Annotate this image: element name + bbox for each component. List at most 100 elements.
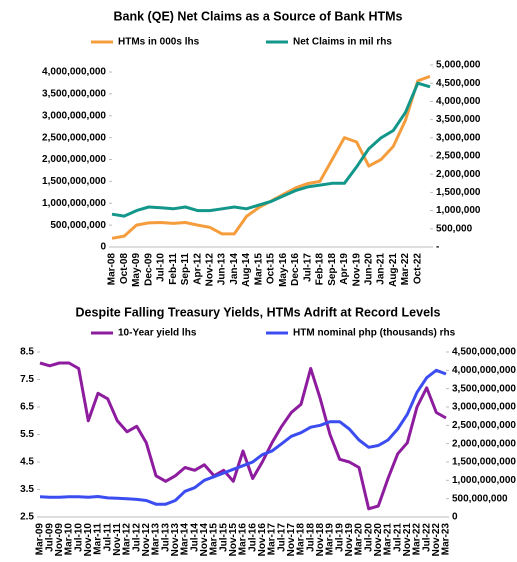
x-tick-label: Apr-12 (192, 253, 203, 285)
x-tick-label: Mar-08 (107, 253, 118, 286)
x-tick-label: Sep-18 (327, 253, 338, 286)
y2-tick-label: 2,500,000 (436, 151, 481, 162)
y2-tick-label: 1,000,000,000 (452, 475, 516, 486)
x-tick-label: Oct-22 (412, 253, 423, 285)
y2-tick-label: 500,000 (436, 223, 473, 234)
x-tick-label: Mar-19 (325, 523, 336, 556)
x-tick-label: Jun-13 (217, 253, 228, 286)
x-tick-label: Oct-15 (266, 253, 277, 285)
x-tick-label: Mar-13 (151, 523, 162, 556)
y2-tick-label: 0 (452, 512, 458, 523)
y2-tick-label: 1,000,000 (436, 205, 481, 216)
x-tick-label: Jul-15 (218, 523, 229, 552)
x-tick-label: Nov-12 (204, 253, 215, 287)
x-tick-label: Jan-21 (376, 253, 387, 285)
x-tick-label: Mar-18 (296, 523, 307, 556)
x-tick-label: Jul-17 (276, 523, 287, 552)
series-line (111, 81, 431, 218)
chart-title: Bank (QE) Net Claims as a Source of Bank… (114, 9, 403, 23)
x-tick-label: Mar-22 (400, 253, 411, 286)
y-tick-label: 3,000,000,000 (42, 110, 106, 121)
y-tick-label: 1,000,000,000 (42, 198, 106, 209)
x-tick-label: Jul-12 (131, 523, 142, 552)
legend-label: Net Claims in mil rhs (293, 37, 392, 48)
y-tick-label: 3.5 (20, 484, 34, 495)
x-tick-label: Nov-16 (257, 523, 268, 557)
x-tick-label: Jul-13 (160, 523, 171, 552)
x-tick-label: Dec-09 (143, 253, 154, 286)
y-tick-label: 8.5 (20, 347, 34, 358)
x-tick-label: May-09 (131, 253, 142, 287)
y-tick-label: 1,500,000,000 (42, 176, 106, 187)
y2-tick-label: 2,500,000,000 (452, 420, 516, 431)
y-tick-label: 4,000,000,000 (42, 67, 106, 78)
legend-label: 10-Year yield lhs (118, 328, 197, 339)
y2-tick-label: 4,500,000,000 (452, 347, 516, 358)
y-tick-label: 4.5 (20, 457, 34, 468)
x-tick-label: Nov-11 (112, 523, 123, 556)
series-line (39, 361, 447, 511)
x-tick-label: Aug-14 (241, 253, 252, 287)
legend-label: HTMs in 000s lhs (118, 37, 200, 48)
x-tick-label: Jan-14 (229, 253, 240, 285)
x-tick-label: Mar-21 (383, 523, 394, 556)
x-tick-label: Jul-18 (305, 523, 316, 552)
x-tick-label: Jul-17 (302, 253, 313, 282)
x-tick-label: Mar-20 (354, 523, 365, 556)
series-line (111, 74, 431, 240)
y2-tick-label: 3,000,000 (436, 132, 481, 143)
x-tick-label: Nov-19 (351, 253, 362, 287)
y2-tick-label: - (436, 242, 439, 253)
y2-tick-label: 1,500,000,000 (452, 457, 516, 468)
x-tick-label: Jul-14 (189, 523, 200, 552)
x-tick-label: Jul-20 (363, 523, 374, 552)
y-tick-label: 2.5 (20, 512, 34, 523)
y-tick-label: 6.5 (20, 402, 34, 413)
y2-tick-label: 500,000,000 (452, 493, 508, 504)
chart-title: Despite Falling Treasury Yields, HTMs Ad… (76, 305, 441, 319)
x-tick-label: Jul-19 (334, 523, 345, 552)
x-tick-label: Dec-16 (290, 253, 301, 286)
x-tick-label: Mar-10 (64, 523, 75, 556)
x-tick-label: Nov-18 (315, 523, 326, 557)
x-tick-label: Mar-12 (122, 523, 133, 556)
x-tick-label: Jul-10 (73, 523, 84, 552)
x-tick-label: Mar-11 (93, 523, 104, 555)
x-tick-label: Nov-22 (431, 523, 442, 557)
x-tick-label: Aug-21 (388, 253, 399, 287)
x-tick-label: Nov-10 (83, 523, 94, 557)
x-tick-label: Mar-14 (180, 523, 191, 556)
y2-tick-label: 1,500,000 (436, 187, 481, 198)
x-tick-label: Jul-22 (421, 523, 432, 552)
x-tick-label: Nov-20 (373, 523, 384, 557)
y-tick-label: 5.5 (20, 429, 34, 440)
y2-tick-label: 4,500,000 (436, 78, 481, 89)
series-line (39, 368, 447, 506)
x-tick-label: Oct-08 (119, 253, 130, 285)
x-tick-label: Sep-11 (180, 253, 191, 286)
y2-tick-label: 4,000,000,000 (452, 365, 516, 376)
y-tick-label: 3,500,000,000 (42, 89, 106, 100)
x-tick-label: Nov-13 (170, 523, 181, 557)
x-tick-label: Mar-16 (238, 523, 249, 556)
x-tick-label: Apr-19 (339, 253, 350, 285)
x-tick-label: Nov-12 (141, 523, 152, 557)
x-tick-label: Mar-15 (209, 523, 220, 556)
x-tick-label: Mar-23 (441, 523, 452, 556)
x-tick-label: Jun-20 (363, 253, 374, 286)
x-tick-label: Nov-17 (286, 523, 297, 557)
x-tick-label: Nov-15 (228, 523, 239, 557)
y-tick-label: 0 (100, 242, 106, 253)
x-tick-label: Nov-09 (54, 523, 65, 557)
y-tick-label: 2,500,000,000 (42, 132, 106, 143)
y2-tick-label: 3,500,000 (436, 114, 481, 125)
x-tick-label: Mar-09 (35, 523, 46, 556)
x-tick-label: Nov-21 (402, 523, 413, 557)
x-tick-label: Mar-17 (267, 523, 278, 556)
y2-tick-label: 5,000,000 (436, 60, 481, 71)
y-tick-label: 7.5 (20, 374, 34, 385)
y-tick-label: 500,000,000 (50, 220, 106, 231)
x-tick-label: Feb-11 (168, 253, 179, 285)
x-tick-label: Nov-19 (344, 523, 355, 557)
x-tick-label: Feb-18 (315, 253, 326, 286)
